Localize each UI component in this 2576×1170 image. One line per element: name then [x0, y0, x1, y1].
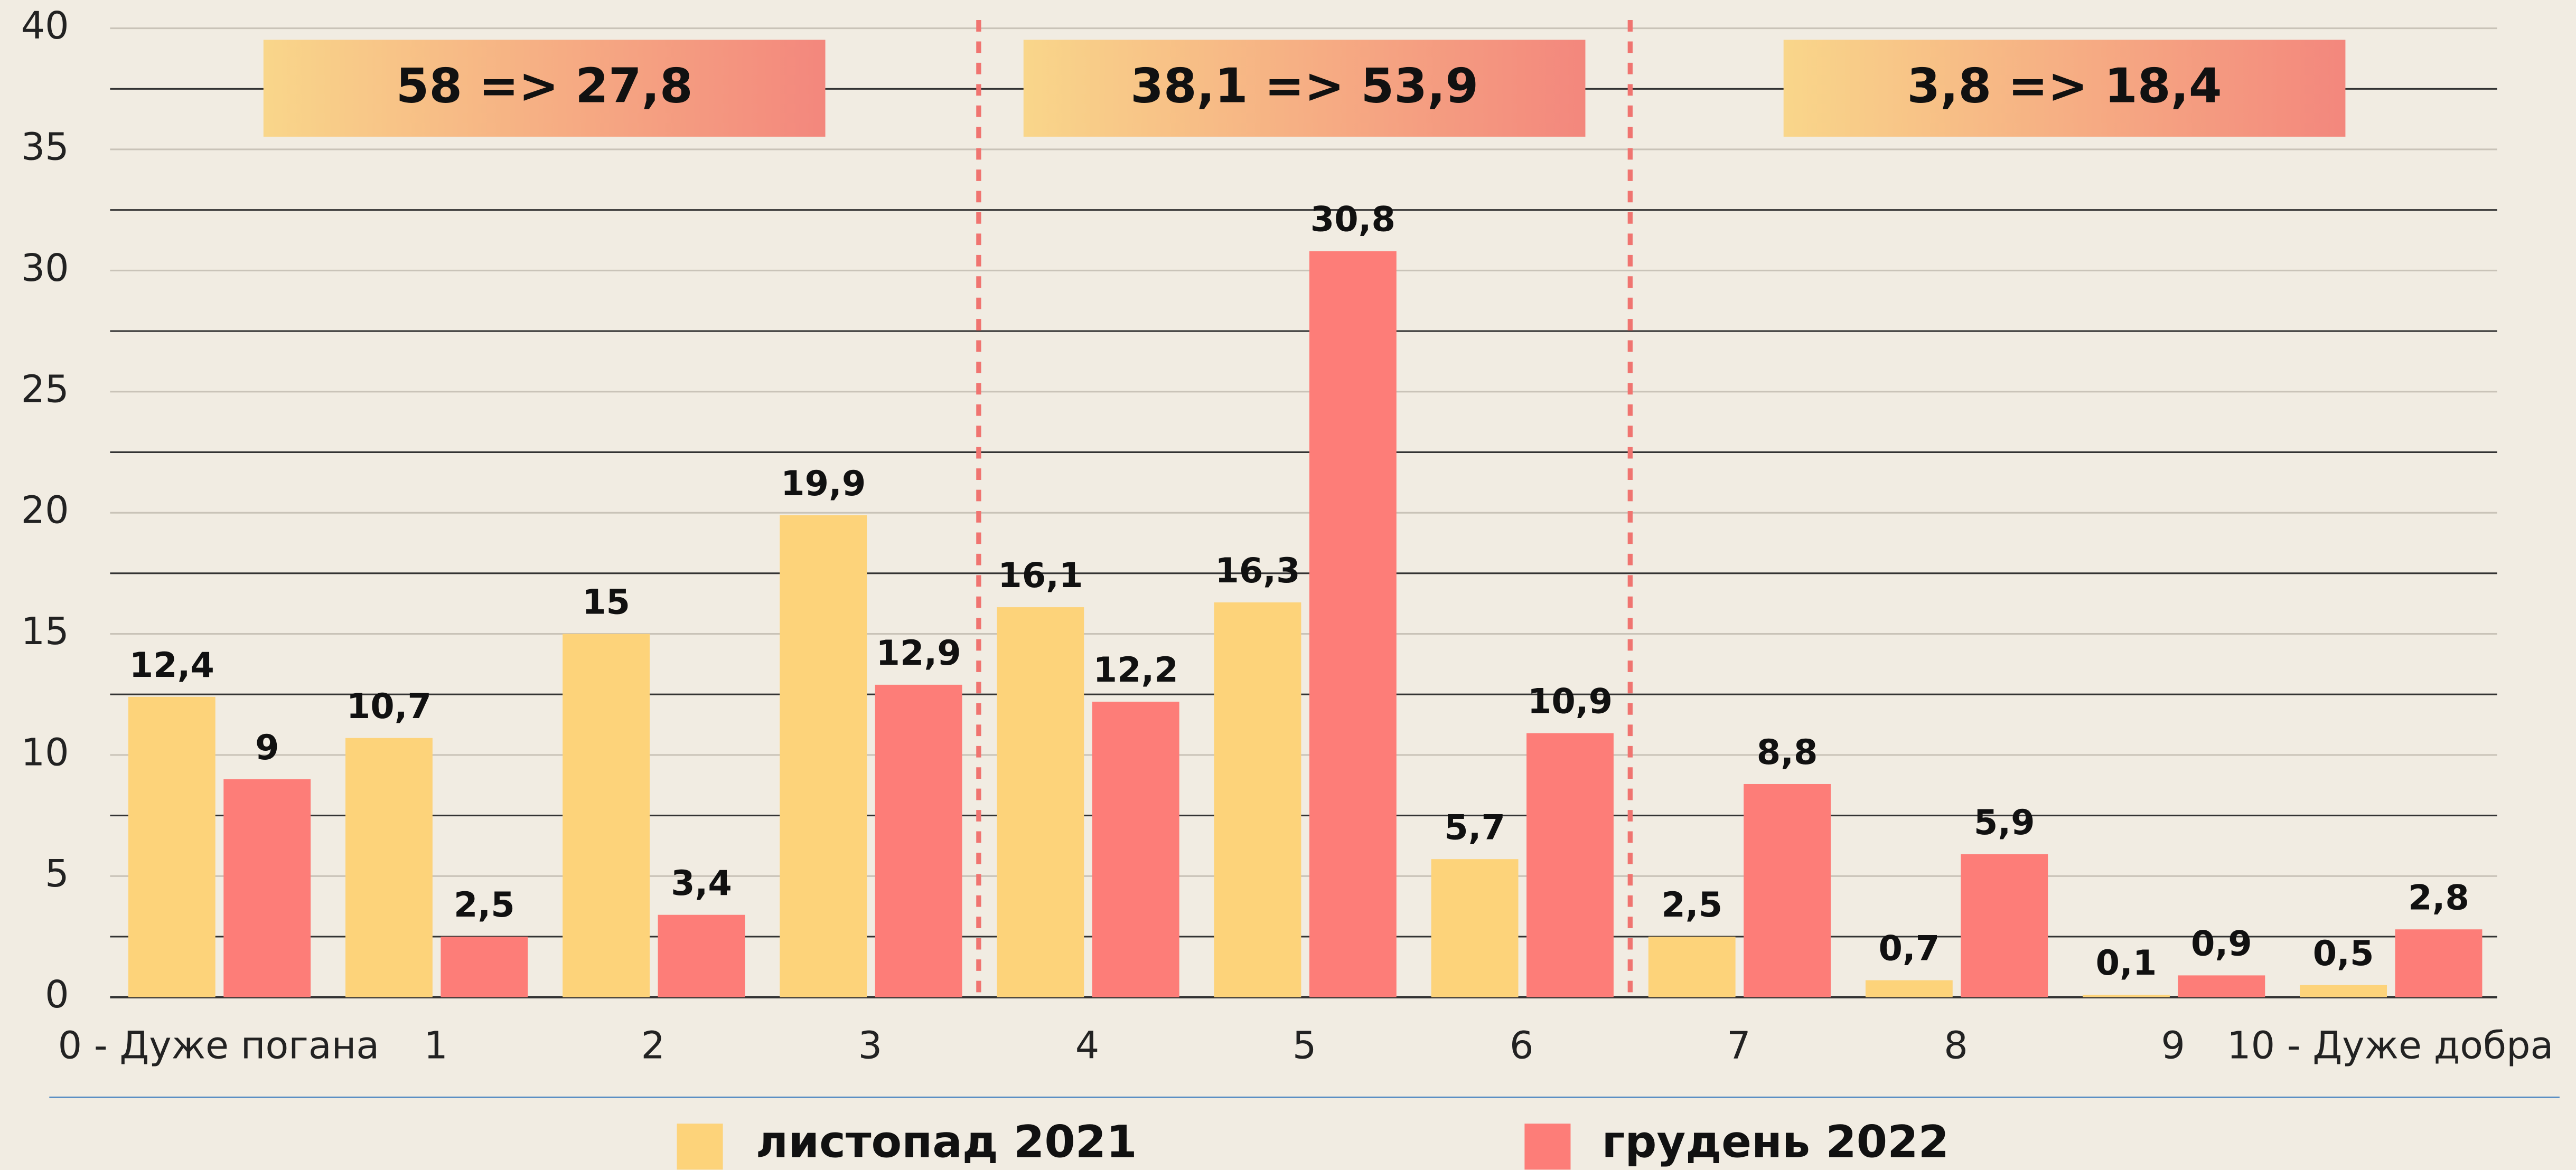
- y-tick-label: 0: [45, 973, 69, 1016]
- legend-swatch: [677, 1124, 723, 1170]
- bar: [1526, 733, 1614, 997]
- data-label: 12,9: [876, 633, 961, 673]
- data-label: 2,8: [2408, 877, 2469, 918]
- x-tick-label: 6: [1510, 1024, 1534, 1068]
- data-label: 2,5: [454, 885, 515, 925]
- bar: [2300, 985, 2387, 997]
- data-label: 30,8: [1310, 200, 1395, 240]
- x-tick-label: 2: [641, 1024, 665, 1068]
- bar: [1648, 936, 1736, 997]
- y-tick-label: 30: [21, 246, 69, 290]
- bar: [345, 738, 433, 997]
- annotation: 38,1 => 53,9: [1130, 59, 1478, 114]
- data-label: 12,4: [129, 645, 214, 685]
- legend-label: грудень 2022: [1602, 1116, 1950, 1168]
- data-label: 0,7: [1879, 929, 1940, 969]
- data-label: 0,1: [2096, 943, 2157, 983]
- y-tick-label: 35: [21, 125, 69, 169]
- data-label: 16,1: [998, 555, 1083, 596]
- y-tick-label: 20: [21, 488, 69, 532]
- x-tick-label: 9: [2161, 1024, 2185, 1068]
- x-tick-label: 8: [1944, 1024, 1968, 1068]
- bar: [780, 515, 867, 997]
- annotation: 58 => 27,8: [396, 59, 693, 114]
- bar: [1309, 251, 1397, 997]
- bar: [1431, 859, 1519, 997]
- annotation-box: [1783, 40, 2346, 137]
- x-tick-label: 1: [424, 1024, 448, 1068]
- bar: [2395, 929, 2483, 997]
- bar: [1214, 602, 1301, 997]
- bar: [441, 936, 528, 997]
- legend-label: листопад 2021: [756, 1116, 1137, 1168]
- y-tick-label: 5: [45, 852, 69, 895]
- y-tick-label: 10: [21, 730, 69, 774]
- x-tick-label: 7: [1727, 1024, 1751, 1068]
- bar: [223, 779, 311, 997]
- bar: [875, 684, 962, 997]
- bar: [658, 914, 745, 997]
- legend-swatch: [1524, 1124, 1571, 1170]
- data-label: 10,7: [346, 686, 432, 726]
- data-label: 9: [255, 728, 279, 768]
- data-label: 0,5: [2313, 933, 2374, 974]
- annotation-box: [263, 40, 826, 137]
- x-tick-label: 10 - Дуже добра: [2227, 1024, 2553, 1068]
- x-tick-label: 5: [1292, 1024, 1317, 1068]
- data-label: 16,3: [1215, 551, 1300, 591]
- bar: [997, 607, 1084, 997]
- y-tick-label: 40: [21, 4, 69, 48]
- bar: [1092, 701, 1179, 997]
- x-tick-label: 4: [1075, 1024, 1100, 1068]
- bar: [2178, 975, 2265, 997]
- x-tick-label: 3: [858, 1024, 883, 1068]
- data-label: 10,9: [1528, 682, 1613, 722]
- x-tick-label: 0 - Дуже погана: [58, 1024, 380, 1068]
- bar: [128, 696, 216, 997]
- y-tick-label: 25: [21, 367, 69, 411]
- data-label: 5,7: [1444, 807, 1505, 847]
- bar: [1961, 854, 2048, 997]
- data-label: 5,9: [1974, 803, 2035, 843]
- annotation-box: [1023, 40, 1586, 137]
- data-label: 15: [582, 582, 630, 622]
- bar: [1865, 980, 1953, 997]
- bar: [2083, 995, 2170, 997]
- data-label: 3,4: [671, 863, 732, 903]
- bar: [1744, 784, 1831, 997]
- data-label: 19,9: [781, 464, 866, 504]
- data-label: 8,8: [1757, 732, 1818, 772]
- bar: [563, 634, 650, 997]
- data-label: 12,2: [1093, 650, 1178, 690]
- data-label: 0,9: [2191, 923, 2252, 964]
- annotation: 3,8 => 18,4: [1907, 59, 2222, 114]
- y-tick-label: 15: [21, 609, 69, 653]
- data-label: 2,5: [1661, 885, 1722, 925]
